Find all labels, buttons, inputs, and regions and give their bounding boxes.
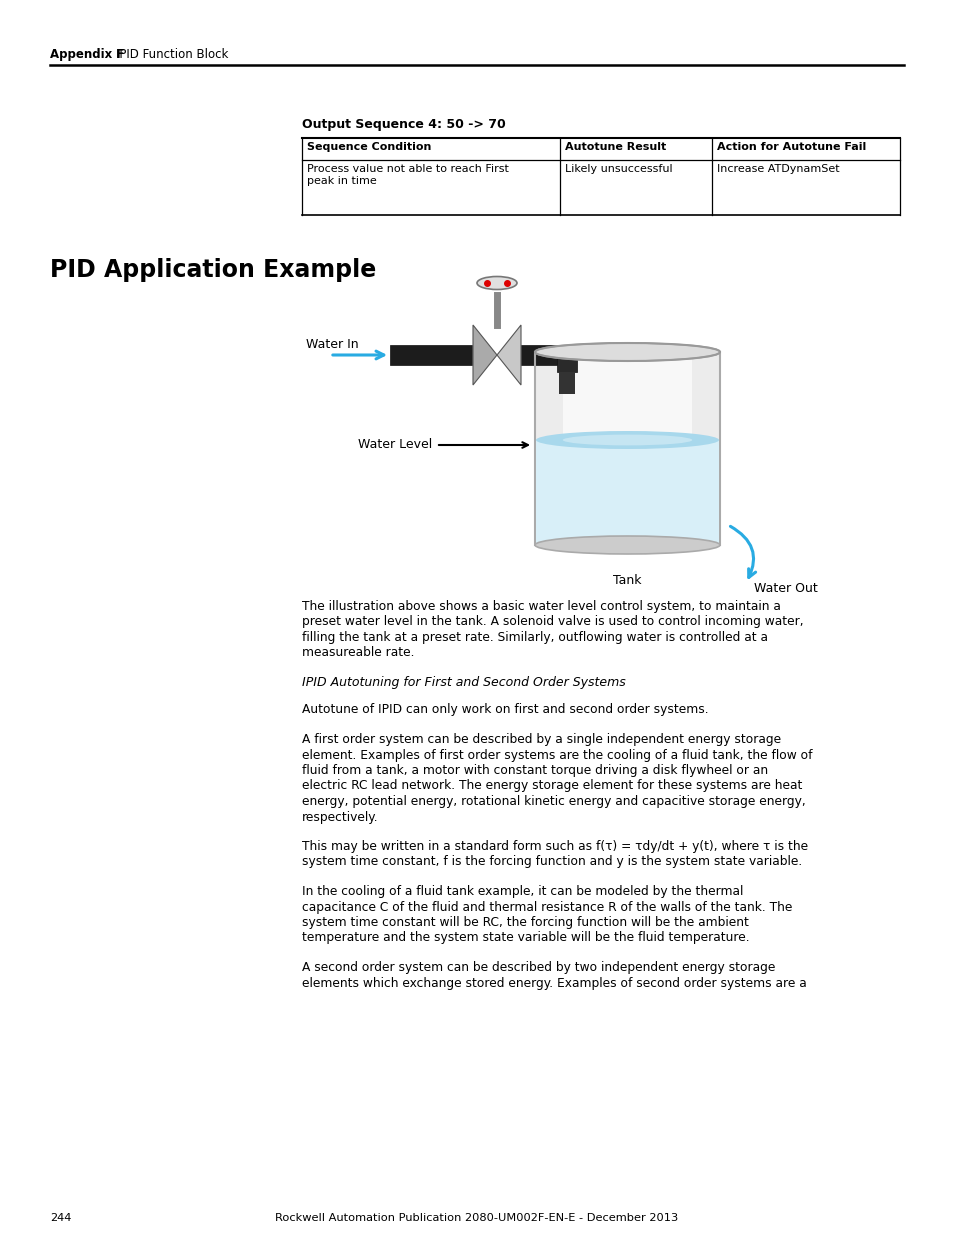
Ellipse shape xyxy=(562,435,692,446)
Text: IPID Autotuning for First and Second Order Systems: IPID Autotuning for First and Second Ord… xyxy=(302,676,625,689)
Text: Autotune Result: Autotune Result xyxy=(564,142,665,152)
Text: filling the tank at a preset rate. Similarly, outflowing water is controlled at : filling the tank at a preset rate. Simil… xyxy=(302,631,767,643)
Text: system time constant, f is the forcing function and y is the system state variab: system time constant, f is the forcing f… xyxy=(302,856,801,868)
Text: A second order system can be described by two independent energy storage: A second order system can be described b… xyxy=(302,961,775,974)
Text: preset water level in the tank. A solenoid valve is used to control incoming wat: preset water level in the tank. A soleno… xyxy=(302,615,802,629)
Text: Process value not able to reach First
peak in time: Process value not able to reach First pe… xyxy=(307,164,508,185)
Text: temperature and the system state variable will be the fluid temperature.: temperature and the system state variabl… xyxy=(302,931,749,945)
Ellipse shape xyxy=(536,431,719,450)
Text: This may be written in a standard form such as f(τ) = τdy/dt + y(t), where τ is : This may be written in a standard form s… xyxy=(302,840,807,853)
Text: A first order system can be described by a single independent energy storage: A first order system can be described by… xyxy=(302,734,781,746)
Text: Likely unsuccessful: Likely unsuccessful xyxy=(564,164,672,174)
Text: respectively.: respectively. xyxy=(302,810,378,824)
Polygon shape xyxy=(473,325,497,385)
Text: Water Out: Water Out xyxy=(753,582,817,594)
Text: system time constant will be RC, the forcing function will be the ambient: system time constant will be RC, the for… xyxy=(302,916,748,929)
Text: Autotune of IPID can only work on first and second order systems.: Autotune of IPID can only work on first … xyxy=(302,704,708,716)
Text: The illustration above shows a basic water level control system, to maintain a: The illustration above shows a basic wat… xyxy=(302,600,781,613)
Text: Action for Autotune Fail: Action for Autotune Fail xyxy=(717,142,865,152)
Bar xyxy=(557,345,577,366)
Ellipse shape xyxy=(535,343,720,361)
Text: Increase ATDynamSet: Increase ATDynamSet xyxy=(717,164,839,174)
Text: Appendix F: Appendix F xyxy=(50,48,124,61)
Text: Water In: Water In xyxy=(306,338,358,351)
Text: Rockwell Automation Publication 2080-UM002F-EN-E - December 2013: Rockwell Automation Publication 2080-UM0… xyxy=(275,1213,678,1223)
Text: Water Level: Water Level xyxy=(357,438,432,451)
Text: measureable rate.: measureable rate. xyxy=(302,646,414,659)
Text: elements which exchange stored energy. Examples of second order systems are a: elements which exchange stored energy. E… xyxy=(302,977,806,989)
Bar xyxy=(536,440,719,545)
Ellipse shape xyxy=(535,536,720,555)
Polygon shape xyxy=(497,325,520,385)
Text: In the cooling of a fluid tank example, it can be modeled by the thermal: In the cooling of a fluid tank example, … xyxy=(302,885,742,898)
Bar xyxy=(562,352,692,545)
Text: 244: 244 xyxy=(50,1213,71,1223)
Bar xyxy=(557,345,577,372)
Text: PID Application Example: PID Application Example xyxy=(50,258,375,282)
Text: IPID Function Block: IPID Function Block xyxy=(116,48,228,61)
Bar xyxy=(558,372,575,394)
Bar xyxy=(535,352,720,545)
Text: fluid from a tank, a motor with constant torque driving a disk flywheel or an: fluid from a tank, a motor with constant… xyxy=(302,764,767,777)
Text: Output Sequence 4: 50 -> 70: Output Sequence 4: 50 -> 70 xyxy=(302,119,505,131)
Text: electric RC lead network. The energy storage element for these systems are heat: electric RC lead network. The energy sto… xyxy=(302,779,801,793)
Bar xyxy=(390,345,472,366)
Ellipse shape xyxy=(476,277,517,289)
Text: element. Examples of first order systems are the cooling of a fluid tank, the fl: element. Examples of first order systems… xyxy=(302,748,812,762)
Text: Tank: Tank xyxy=(613,574,641,587)
Bar xyxy=(520,345,557,366)
Text: capacitance C of the fluid and thermal resistance R of the walls of the tank. Th: capacitance C of the fluid and thermal r… xyxy=(302,900,792,914)
Text: Sequence Condition: Sequence Condition xyxy=(307,142,431,152)
Text: energy, potential energy, rotational kinetic energy and capacitive storage energ: energy, potential energy, rotational kin… xyxy=(302,795,805,808)
